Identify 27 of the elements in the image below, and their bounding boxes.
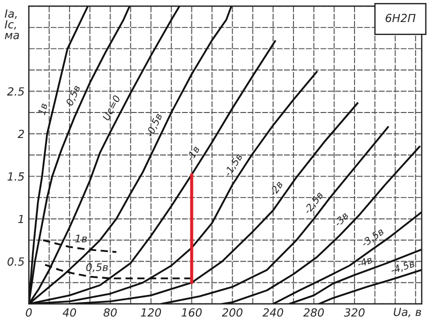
text: -1в xyxy=(186,145,200,162)
text: -4,5в xyxy=(390,260,416,275)
text: -2в xyxy=(268,180,284,196)
text: -0,5в xyxy=(146,112,164,138)
y-tick-label: 2.5 xyxy=(7,87,24,96)
series-label: 0,5в xyxy=(86,263,108,272)
x-tick-label: 320 xyxy=(344,308,365,317)
text: 6Н2П xyxy=(386,14,416,22)
x-tick-label: 200 xyxy=(222,308,242,317)
x-tick-label: 80 xyxy=(104,308,117,317)
text: -4в xyxy=(356,256,373,268)
text: -3в xyxy=(334,212,349,228)
x-tick-label: 280 xyxy=(303,308,324,317)
y-tick-label: 2 xyxy=(18,130,24,138)
y-tick-label: 0.5 xyxy=(8,257,24,266)
text: 0,5в xyxy=(66,84,82,107)
x-tick-label: 0 xyxy=(26,308,32,317)
x-tick-label: 160 xyxy=(182,308,202,317)
y-tick-label: 1.5 xyxy=(8,172,24,181)
x-tick-label: 120 xyxy=(140,308,162,317)
x-tick-label: 240 xyxy=(262,308,284,317)
text: -3,5в xyxy=(360,227,385,248)
x-tick-label: 40 xyxy=(62,308,76,317)
y-axis-title: Iа, Iс, ма xyxy=(4,9,19,40)
x-axis-title: Uа, в xyxy=(394,308,422,318)
y-tick-label: 1 xyxy=(18,214,23,224)
text: 1в xyxy=(38,103,48,116)
